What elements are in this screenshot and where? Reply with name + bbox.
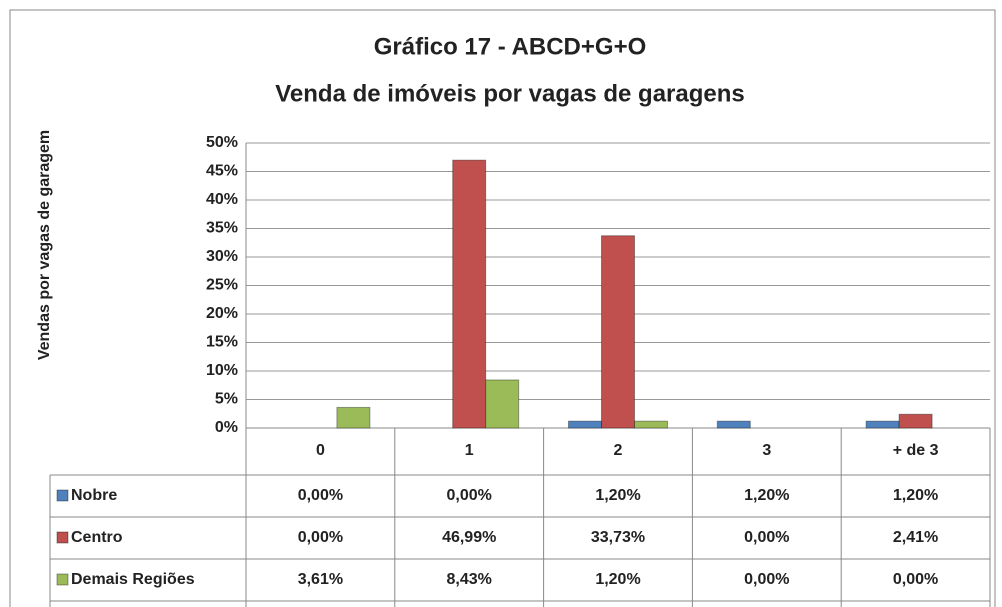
y-tick-label: 50% bbox=[206, 134, 238, 151]
legend-label: Demais Regiões bbox=[71, 571, 195, 588]
y-tick-label: 45% bbox=[206, 163, 238, 180]
table-value: 0,00% bbox=[893, 571, 938, 588]
table-value: 1,20% bbox=[595, 571, 640, 588]
legend-swatch bbox=[56, 531, 69, 544]
y-tick-label: 0% bbox=[215, 419, 238, 436]
y-tick-label: 30% bbox=[206, 248, 238, 265]
x-tick-label: 2 bbox=[614, 442, 623, 459]
legend-label: Centro bbox=[71, 529, 123, 546]
y-tick-label: 20% bbox=[206, 305, 238, 322]
chart-frame bbox=[9, 9, 996, 607]
bar bbox=[485, 379, 520, 429]
chart-title: Gráfico 17 - ABCD+G+O bbox=[374, 33, 647, 60]
y-tick-label: 35% bbox=[206, 220, 238, 237]
y-tick-label: 5% bbox=[215, 391, 238, 408]
table-value: 2,41% bbox=[893, 529, 938, 546]
table-value: 3,61% bbox=[298, 571, 343, 588]
bar bbox=[634, 420, 668, 429]
table-value: 0,00% bbox=[744, 529, 789, 546]
x-tick-label: 0 bbox=[316, 442, 325, 459]
table-value: 0,00% bbox=[298, 487, 343, 504]
y-tick-label: 25% bbox=[206, 277, 238, 294]
table-value: 1,20% bbox=[595, 487, 640, 504]
bar bbox=[716, 420, 751, 429]
table-value: 33,73% bbox=[591, 529, 645, 546]
bar bbox=[865, 420, 900, 429]
y-tick-label: 15% bbox=[206, 334, 238, 351]
bar bbox=[452, 159, 487, 429]
x-tick-label: 1 bbox=[465, 442, 474, 459]
bar bbox=[601, 235, 635, 429]
table-value: 46,99% bbox=[442, 529, 496, 546]
table-value: 1,20% bbox=[744, 487, 789, 504]
legend-label: Nobre bbox=[71, 487, 117, 504]
legend-swatch bbox=[56, 489, 69, 502]
table-value: 8,43% bbox=[447, 571, 492, 588]
y-tick-label: 10% bbox=[206, 362, 238, 379]
x-tick-label: + de 3 bbox=[893, 442, 939, 459]
chart-subtitle: Venda de imóveis por vagas de garagens bbox=[275, 80, 745, 107]
table-value: 1,20% bbox=[893, 487, 938, 504]
x-tick-label: 3 bbox=[762, 442, 771, 459]
y-tick-label: 40% bbox=[206, 191, 238, 208]
table-value: 0,00% bbox=[447, 487, 492, 504]
legend-swatch bbox=[56, 573, 69, 586]
bar bbox=[898, 413, 933, 429]
bar bbox=[336, 406, 371, 429]
table-value: 0,00% bbox=[744, 571, 789, 588]
y-axis-label: Vendas por vagas de garagem bbox=[36, 130, 53, 360]
bar bbox=[568, 420, 602, 429]
table-value: 0,00% bbox=[298, 529, 343, 546]
